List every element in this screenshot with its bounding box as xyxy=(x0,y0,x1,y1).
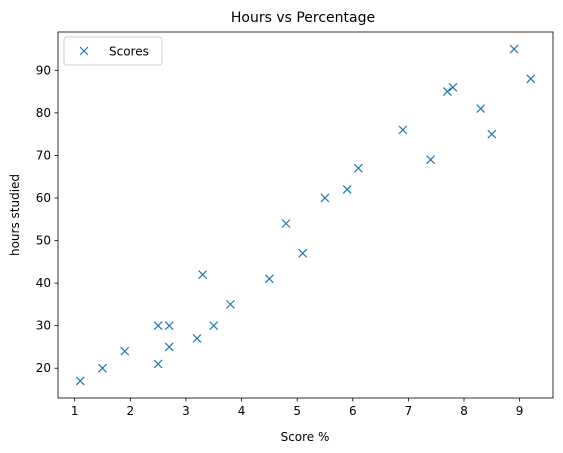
data-point xyxy=(153,321,163,331)
y-tick-label: 50 xyxy=(36,234,51,248)
data-point xyxy=(225,299,235,309)
data-point xyxy=(98,363,107,373)
marker-stroke xyxy=(281,219,291,228)
legend-box xyxy=(63,36,163,66)
data-point xyxy=(448,82,458,92)
data-point xyxy=(75,376,85,386)
marker-stroke xyxy=(79,46,89,56)
y-tick-label: 40 xyxy=(36,276,51,290)
marker-stroke xyxy=(164,321,174,331)
marker-stroke xyxy=(298,248,308,258)
data-point xyxy=(442,87,452,97)
x-axis: 1 2 3 4 5 6 7 8 9 xyxy=(71,398,524,418)
data-point xyxy=(198,270,208,280)
data-point xyxy=(342,185,352,194)
x-tick-label: 4 xyxy=(238,404,246,418)
marker-stroke xyxy=(526,74,536,84)
marker-stroke xyxy=(120,346,130,356)
x-tick-label: 9 xyxy=(516,404,524,418)
marker-stroke xyxy=(225,299,235,309)
marker-stroke xyxy=(75,376,85,386)
data-point xyxy=(209,321,219,331)
marker-stroke xyxy=(353,163,363,173)
marker-stroke xyxy=(476,104,486,114)
x-tick-label: 3 xyxy=(182,404,190,418)
y-tick-label: 20 xyxy=(36,361,51,375)
legend-label-scores: Scores xyxy=(109,45,149,59)
data-point xyxy=(476,104,486,114)
marker-stroke xyxy=(153,321,163,331)
marker-stroke xyxy=(198,270,208,280)
x-tick-label: 2 xyxy=(126,404,134,418)
data-point xyxy=(526,74,536,84)
data-point xyxy=(353,163,363,173)
plot-area xyxy=(57,31,554,399)
chart-title: Hours vs Percentage xyxy=(231,10,375,26)
data-point xyxy=(164,321,174,331)
data-point xyxy=(164,342,174,352)
scatter-points xyxy=(75,44,536,386)
x-tick-label: 8 xyxy=(460,404,468,418)
marker-stroke xyxy=(209,321,219,331)
marker-stroke xyxy=(426,155,436,165)
x-tick-label: 7 xyxy=(405,404,413,418)
data-point xyxy=(487,129,497,139)
data-point xyxy=(192,333,202,343)
y-tick-label: 30 xyxy=(36,319,51,333)
marker-stroke xyxy=(342,185,352,194)
data-point xyxy=(281,219,291,228)
marker-stroke xyxy=(448,82,458,92)
y-axis: 20 30 40 50 60 70 80 90 xyxy=(36,63,58,375)
legend-marker-x-icon xyxy=(79,46,89,56)
x-tick-label: 6 xyxy=(349,404,357,418)
marker-stroke xyxy=(98,363,107,373)
marker-stroke xyxy=(442,87,452,97)
data-point xyxy=(264,274,274,284)
marker-stroke xyxy=(192,333,202,343)
y-tick-label: 80 xyxy=(36,106,51,120)
data-point xyxy=(320,193,330,203)
data-point xyxy=(120,346,130,356)
marker-stroke xyxy=(487,129,497,139)
data-point xyxy=(298,248,308,258)
data-point xyxy=(426,155,436,165)
data-point xyxy=(509,44,519,54)
y-tick-label: 60 xyxy=(36,191,51,205)
data-point xyxy=(153,359,163,369)
x-tick-label: 1 xyxy=(71,404,79,418)
y-axis-label: hours studied xyxy=(8,174,22,256)
marker-stroke xyxy=(320,193,330,203)
y-tick-label: 90 xyxy=(36,63,51,77)
marker-stroke xyxy=(264,274,274,284)
marker-stroke xyxy=(164,342,174,352)
marker-stroke xyxy=(398,125,408,135)
marker-stroke xyxy=(153,359,163,369)
x-tick-label: 5 xyxy=(293,404,301,418)
y-tick-label: 70 xyxy=(36,148,51,162)
marker-stroke xyxy=(509,44,519,54)
data-point xyxy=(398,125,408,135)
legend: Scores xyxy=(63,36,163,66)
legend-marker-glyph xyxy=(79,46,89,56)
x-axis-label: Score % xyxy=(281,430,330,444)
